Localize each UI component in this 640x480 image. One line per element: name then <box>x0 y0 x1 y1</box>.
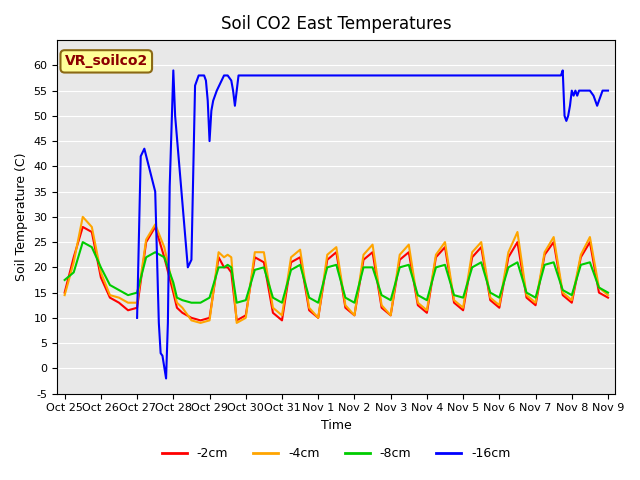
Legend: -2cm, -4cm, -8cm, -16cm: -2cm, -4cm, -8cm, -16cm <box>157 442 516 465</box>
Title: Soil CO2 East Temperatures: Soil CO2 East Temperatures <box>221 15 452 33</box>
Text: VR_soilco2: VR_soilco2 <box>65 54 148 68</box>
Y-axis label: Soil Temperature (C): Soil Temperature (C) <box>15 153 28 281</box>
X-axis label: Time: Time <box>321 419 352 432</box>
